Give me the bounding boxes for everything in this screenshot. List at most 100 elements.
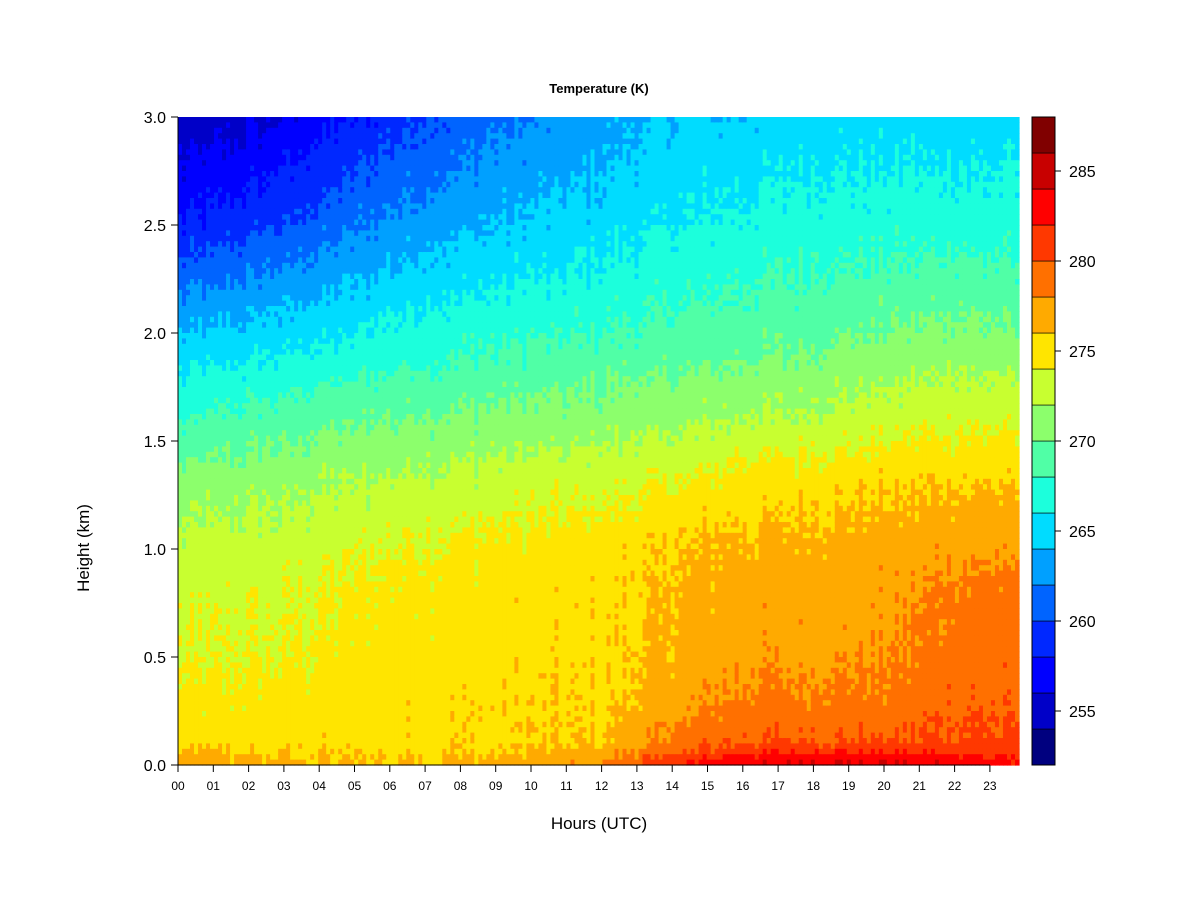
heatmap-cell: [290, 165, 295, 172]
heatmap-cell: [318, 149, 323, 156]
heatmap-cell: [218, 424, 223, 431]
heatmap-cell: [238, 754, 243, 761]
heatmap-cell: [202, 559, 207, 566]
heatmap-cell: [210, 284, 215, 291]
heatmap-cell: [286, 181, 291, 188]
heatmap-cell: [334, 165, 339, 172]
heatmap-cell: [242, 516, 247, 523]
heatmap-cell: [334, 122, 339, 129]
heatmap-cell: [206, 343, 211, 350]
heatmap-cell: [326, 343, 331, 350]
heatmap-cell: [294, 187, 299, 194]
heatmap-cell: [194, 662, 199, 669]
heatmap-cell: [182, 500, 187, 507]
heatmap-cell: [210, 673, 215, 680]
heatmap-cell: [178, 646, 183, 653]
heatmap-cell: [338, 673, 343, 680]
heatmap-cell: [274, 333, 279, 339]
heatmap-cell: [250, 241, 255, 248]
heatmap-cell: [262, 246, 267, 253]
heatmap-cell: [258, 279, 263, 285]
heatmap-cell: [230, 694, 235, 701]
heatmap-cell: [262, 673, 267, 680]
heatmap-cell: [322, 306, 327, 312]
heatmap-cell: [218, 694, 223, 701]
heatmap-cell: [194, 603, 199, 609]
heatmap-cell: [242, 538, 247, 545]
heatmap-cell: [314, 743, 319, 750]
heatmap-cell: [282, 678, 287, 685]
heatmap-cell: [246, 532, 251, 539]
heatmap-cell: [322, 430, 327, 437]
heatmap-cell: [206, 694, 211, 701]
heatmap-cell: [182, 732, 187, 739]
heatmap-cell: [294, 343, 299, 350]
heatmap-cell: [254, 640, 259, 647]
heatmap-cell: [310, 738, 315, 744]
heatmap-cell: [278, 252, 283, 258]
heatmap-cell: [318, 316, 323, 323]
heatmap-cell: [210, 484, 215, 491]
heatmap-cell: [182, 597, 187, 604]
heatmap-cell: [218, 181, 223, 188]
heatmap-cell: [258, 214, 263, 221]
heatmap-cell: [222, 651, 227, 658]
heatmap-cell: [190, 538, 195, 545]
heatmap-cell: [334, 500, 339, 507]
heatmap-cell: [206, 608, 211, 615]
heatmap-cell: [298, 268, 303, 275]
heatmap-cell: [246, 657, 251, 663]
heatmap-cell: [242, 743, 247, 750]
heatmap-cell: [242, 549, 247, 555]
heatmap-cell: [190, 154, 195, 161]
heatmap-cell: [178, 581, 183, 588]
heatmap-cell: [278, 619, 283, 626]
heatmap-cell: [206, 495, 211, 501]
heatmap-cell: [278, 662, 283, 669]
heatmap-cell: [266, 549, 271, 555]
heatmap-cell: [198, 489, 203, 496]
heatmap-cell: [254, 403, 259, 410]
heatmap-cell: [234, 387, 239, 393]
heatmap-cell: [334, 711, 339, 717]
heatmap-cell: [206, 554, 211, 561]
heatmap-cell: [254, 252, 259, 258]
heatmap-cell: [194, 354, 199, 361]
heatmap-cell: [178, 630, 183, 636]
heatmap-cell: [286, 565, 291, 572]
heatmap-cell: [322, 117, 327, 123]
heatmap-cell: [282, 322, 287, 329]
heatmap-cell: [230, 133, 235, 140]
heatmap-cell: [302, 738, 307, 744]
heatmap-cell: [322, 592, 327, 599]
heatmap-cell: [326, 694, 331, 701]
heatmap-cell: [246, 516, 251, 523]
heatmap-cell: [230, 581, 235, 588]
heatmap-cell: [310, 235, 315, 242]
heatmap-cell: [322, 192, 327, 199]
heatmap-cell: [234, 511, 239, 518]
heatmap-cell: [274, 381, 279, 388]
heatmap-cell: [194, 257, 199, 264]
heatmap-cell: [242, 527, 247, 534]
heatmap-cell: [334, 160, 339, 167]
heatmap-cell: [286, 516, 291, 523]
heatmap-cell: [310, 511, 315, 518]
heatmap-cell: [222, 273, 227, 280]
heatmap-cell: [254, 576, 259, 582]
heatmap-cell: [222, 468, 227, 474]
heatmap-cell: [282, 127, 287, 134]
heatmap-cell: [262, 651, 267, 658]
heatmap-cell: [278, 138, 283, 145]
heatmap-cell: [294, 403, 299, 410]
heatmap-cell: [234, 624, 239, 631]
heatmap-cell: [310, 732, 315, 739]
heatmap-cell: [282, 559, 287, 566]
heatmap-cell: [254, 662, 259, 669]
heatmap-cell: [250, 657, 255, 663]
heatmap-cell: [178, 381, 183, 388]
heatmap-cell: [274, 311, 279, 318]
heatmap-cell: [298, 338, 303, 345]
heatmap-cell: [250, 181, 255, 188]
heatmap-cell: [202, 657, 207, 663]
